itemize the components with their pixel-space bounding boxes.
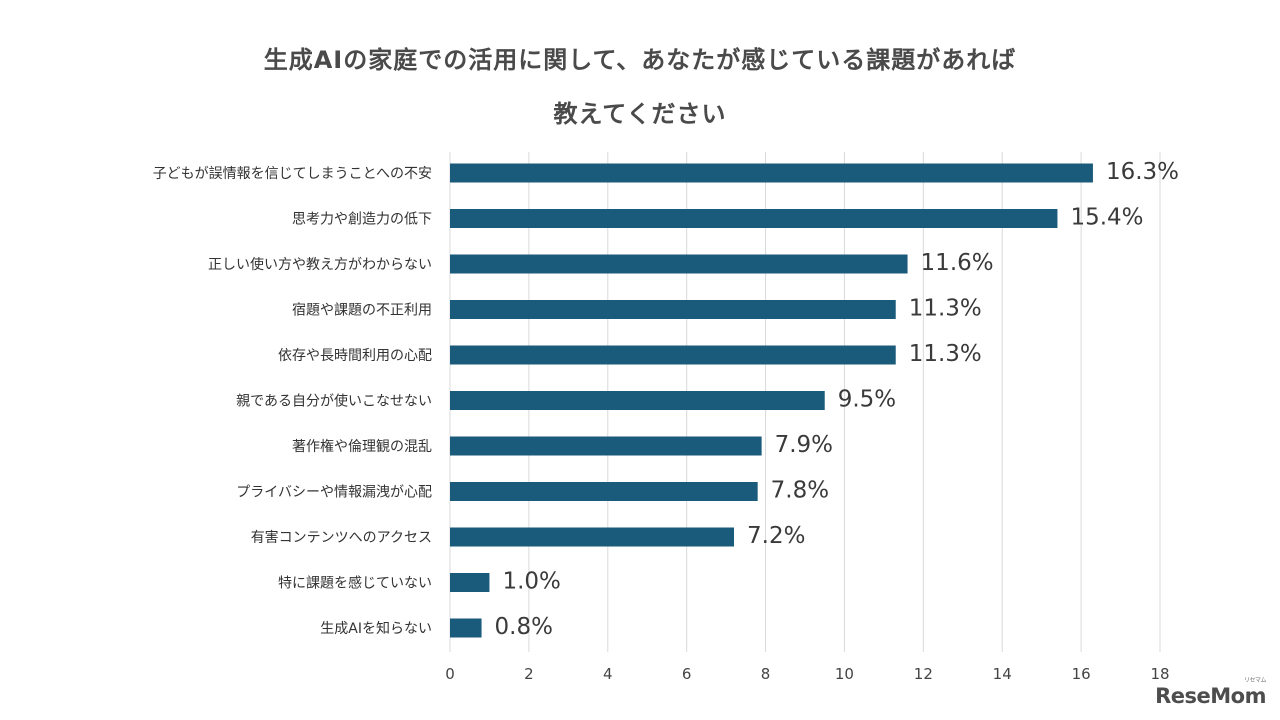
bar-7 xyxy=(450,482,758,501)
category-label: 正しい使い方や教え方がわからない xyxy=(208,256,432,273)
x-tick-label: 0 xyxy=(445,665,455,683)
category-label: プライバシーや情報漏洩が心配 xyxy=(236,485,432,501)
x-tick-label: 6 xyxy=(682,665,692,683)
value-label: 11.3% xyxy=(909,341,982,367)
x-tick-label: 12 xyxy=(914,665,933,683)
bar-8 xyxy=(450,527,734,547)
bar-9 xyxy=(450,573,490,592)
category-label: 子どもが誤情報を信じてしまうことへの不安 xyxy=(153,166,432,182)
x-tick-label: 16 xyxy=(1072,665,1091,683)
x-tick-label: 8 xyxy=(761,665,771,683)
logo-text: ReseMom xyxy=(1155,684,1266,708)
resemom-logo: リセマム ReseMom xyxy=(1155,677,1266,708)
bar-3 xyxy=(450,300,896,319)
value-label: 1.0% xyxy=(502,569,560,595)
x-tick-label: 2 xyxy=(524,665,534,683)
logo-subtext: リセマム xyxy=(1243,677,1267,684)
value-label: 7.9% xyxy=(775,432,833,458)
category-label: 思考力や創造力の低下 xyxy=(292,212,432,228)
category-label: 依存や長時間利用の心配 xyxy=(278,348,432,364)
value-label: 15.4% xyxy=(1070,205,1143,231)
value-label: 7.2% xyxy=(747,523,805,549)
value-label: 7.8% xyxy=(771,478,829,504)
bar-4 xyxy=(450,345,896,365)
bar-6 xyxy=(450,436,762,456)
x-tick-label: 4 xyxy=(603,665,613,683)
bar-0 xyxy=(450,163,1093,183)
x-tick-label: 10 xyxy=(835,665,854,683)
value-label: 11.3% xyxy=(909,296,982,322)
chart-title-line1: 生成AIの家庭での活用に関して、あなたが感じている課題があれば xyxy=(263,46,1017,74)
value-label: 9.5% xyxy=(838,387,896,413)
bar-2 xyxy=(450,254,908,274)
category-label: 宿題や課題の不正利用 xyxy=(292,302,432,319)
category-label: 親である自分が使いこなせない xyxy=(236,393,432,410)
category-label: 特に課題を感じていない xyxy=(278,575,432,592)
value-label: 0.8% xyxy=(495,614,553,640)
bar-5 xyxy=(450,391,825,410)
x-tick-label: 18 xyxy=(1150,665,1169,683)
bar-10 xyxy=(450,618,482,638)
value-label: 16.3% xyxy=(1106,159,1179,185)
bar-1 xyxy=(450,209,1058,228)
chart-title-line2: 教えてください xyxy=(553,100,727,128)
category-label: 著作権や倫理観の混乱 xyxy=(292,438,432,455)
x-tick-label: 14 xyxy=(993,665,1012,683)
category-label: 有害コンテンツへのアクセス xyxy=(251,530,432,546)
value-label: 11.6% xyxy=(921,250,994,276)
category-label: 生成AIを知らない xyxy=(320,620,432,637)
